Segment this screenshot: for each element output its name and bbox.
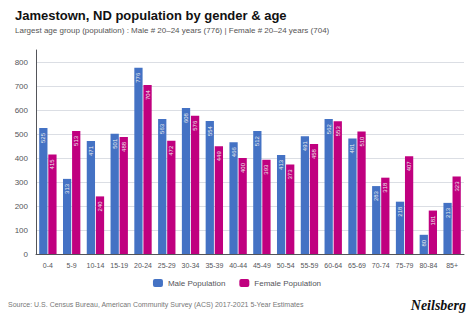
svg-text:553: 553 <box>335 126 341 137</box>
svg-text:400: 400 <box>15 154 29 163</box>
svg-text:318: 318 <box>382 182 388 193</box>
svg-text:458: 458 <box>311 148 317 159</box>
svg-text:501: 501 <box>112 138 118 149</box>
svg-text:Male Population: Male Population <box>168 279 225 288</box>
svg-text:449: 449 <box>216 151 222 162</box>
svg-text:100: 100 <box>15 226 29 235</box>
svg-text:85+: 85+ <box>446 262 458 269</box>
svg-text:213: 213 <box>445 207 451 218</box>
svg-text:80: 80 <box>421 239 427 246</box>
svg-text:65-69: 65-69 <box>348 262 366 269</box>
svg-text:313: 313 <box>64 183 70 194</box>
svg-text:Jamestown, ND population by ge: Jamestown, ND population by gender & age <box>15 8 287 23</box>
svg-text:513: 513 <box>73 135 79 146</box>
svg-text:35-39: 35-39 <box>205 262 223 269</box>
svg-text:45-49: 45-49 <box>253 262 271 269</box>
svg-text:600: 600 <box>15 106 29 115</box>
svg-text:323: 323 <box>454 181 460 192</box>
svg-text:80-84: 80-84 <box>419 262 437 269</box>
svg-text:400: 400 <box>240 162 246 173</box>
svg-text:562: 562 <box>326 123 332 134</box>
svg-text:20-24: 20-24 <box>134 262 152 269</box>
svg-text:466: 466 <box>231 147 237 158</box>
svg-text:30-34: 30-34 <box>182 262 200 269</box>
svg-text:Neilsberg: Neilsberg <box>410 298 466 313</box>
svg-text:704: 704 <box>145 89 151 100</box>
svg-text:488: 488 <box>121 141 127 152</box>
svg-text:181: 181 <box>430 215 436 226</box>
svg-text:218: 218 <box>397 206 403 217</box>
svg-text:500: 500 <box>15 130 29 139</box>
svg-text:15-19: 15-19 <box>110 262 128 269</box>
svg-text:60-64: 60-64 <box>324 262 342 269</box>
svg-text:576: 576 <box>192 120 198 131</box>
svg-text:70-74: 70-74 <box>372 262 390 269</box>
svg-text:700: 700 <box>15 82 29 91</box>
svg-text:0: 0 <box>24 250 29 259</box>
svg-text:200: 200 <box>15 202 29 211</box>
svg-text:10-14: 10-14 <box>86 262 104 269</box>
svg-text:608: 608 <box>183 112 189 123</box>
svg-text:481: 481 <box>349 143 355 154</box>
svg-text:512: 512 <box>254 135 260 146</box>
svg-text:563: 563 <box>159 123 165 134</box>
svg-text:25-29: 25-29 <box>158 262 176 269</box>
svg-text:525: 525 <box>40 132 46 143</box>
svg-text:393: 393 <box>263 164 269 175</box>
svg-text:373: 373 <box>287 169 293 180</box>
svg-text:407: 407 <box>406 161 412 172</box>
svg-text:300: 300 <box>15 178 29 187</box>
svg-text:75-79: 75-79 <box>396 262 414 269</box>
svg-text:413: 413 <box>278 159 284 170</box>
svg-text:471: 471 <box>88 145 94 156</box>
svg-text:50-54: 50-54 <box>277 262 295 269</box>
svg-text:800: 800 <box>15 58 29 67</box>
svg-text:55-59: 55-59 <box>300 262 318 269</box>
svg-text:Largest age group (population): Largest age group (population) : Male # … <box>15 26 330 35</box>
svg-text:472: 472 <box>168 145 174 156</box>
svg-text:510: 510 <box>359 136 365 147</box>
svg-text:Female Population: Female Population <box>254 279 321 288</box>
svg-text:5-9: 5-9 <box>67 262 77 269</box>
svg-text:776: 776 <box>135 72 141 83</box>
svg-text:240: 240 <box>97 201 103 212</box>
svg-text:283: 283 <box>373 190 379 201</box>
svg-text:415: 415 <box>49 159 55 170</box>
svg-text:0-4: 0-4 <box>43 262 53 269</box>
svg-text:491: 491 <box>302 141 308 152</box>
svg-text:Source: U.S. Census Bureau, Am: Source: U.S. Census Bureau, American Com… <box>8 301 304 309</box>
svg-text:554: 554 <box>207 125 213 136</box>
svg-text:40-44: 40-44 <box>229 262 247 269</box>
